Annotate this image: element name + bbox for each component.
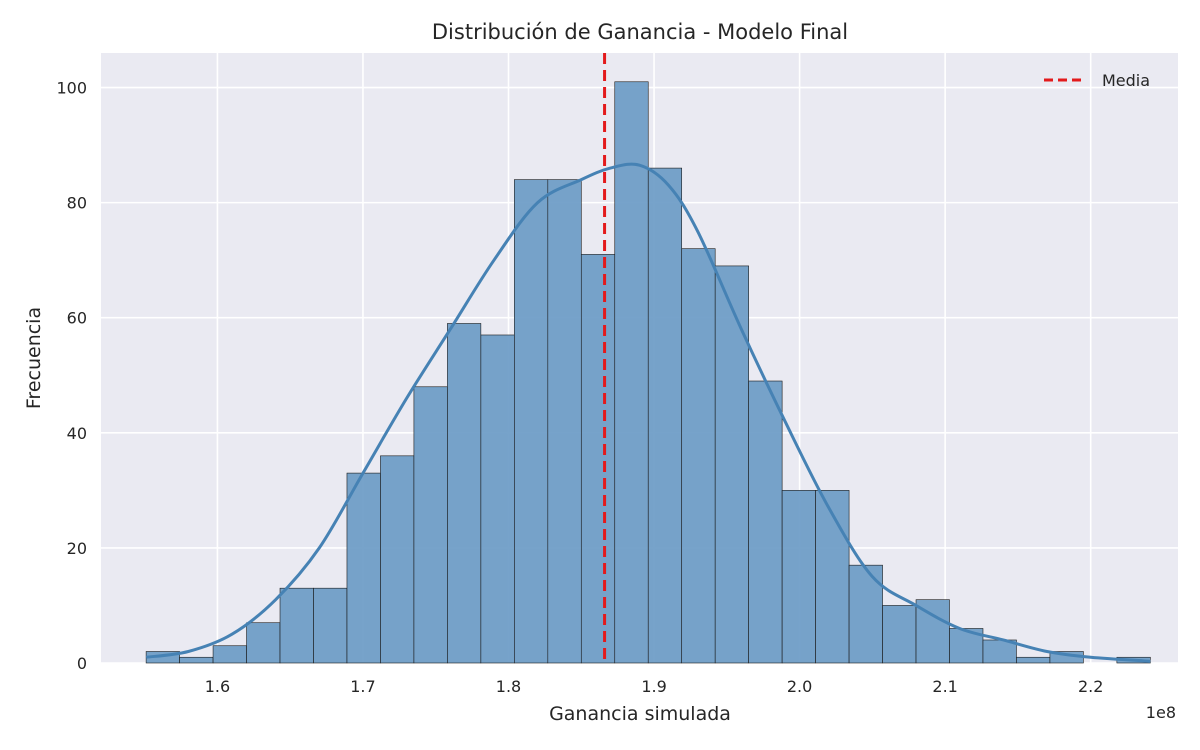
y-tick-label: 0 [77,654,87,673]
histogram-bar [279,587,314,664]
y-tick-label: 60 [67,309,87,328]
histogram-bar [848,564,883,664]
y-tick-label: 40 [67,424,87,443]
histogram-bar [346,472,381,664]
x-tick-label: 2.1 [932,677,957,696]
histogram-bar [614,81,649,664]
y-tick-label: 80 [67,194,87,213]
histogram-bar [681,248,716,664]
histogram-bar [781,490,816,664]
y-axis-ticks: 0 20 40 60 80 100 [56,79,87,673]
histogram-bar [212,645,247,664]
histogram-bar [246,622,281,664]
y-tick-label: 100 [56,79,87,98]
legend: Media [1044,71,1150,90]
histogram-bar [480,334,515,664]
x-axis-offset-label: 1e8 [1146,703,1176,722]
x-axis-ticks: 1.6 1.7 1.8 1.9 2.0 2.1 2.2 [205,677,1104,696]
histogram-bar [179,656,214,664]
histogram-bar [1016,656,1051,664]
x-axis-label: Ganancia simulada [549,703,731,725]
histogram-bar [380,455,415,664]
chart-title: Distribución de Ganancia - Modelo Final [432,20,848,44]
y-axis-label: Frecuencia [23,307,45,409]
histogram-bar [815,490,850,664]
x-tick-label: 2.2 [1078,677,1103,696]
x-tick-label: 2.0 [787,677,812,696]
x-tick-label: 1.9 [641,677,666,696]
histogram-bar [882,605,917,664]
x-tick-label: 1.7 [350,677,375,696]
y-tick-label: 20 [67,539,87,558]
histogram-bar [413,386,448,664]
histogram-bar [447,323,482,664]
legend-label-mean: Media [1102,71,1150,90]
histogram-bar [547,179,582,664]
x-tick-label: 1.8 [496,677,521,696]
histogram-bar [313,587,348,664]
histogram-bar [714,265,749,664]
histogram-bar [748,380,783,664]
kde-curve [145,162,1151,663]
histogram-bar [647,167,683,664]
x-tick-label: 1.6 [205,677,230,696]
histogram-bar [514,179,549,664]
histogram-bars [145,81,1151,664]
histogram-bar [580,254,616,664]
